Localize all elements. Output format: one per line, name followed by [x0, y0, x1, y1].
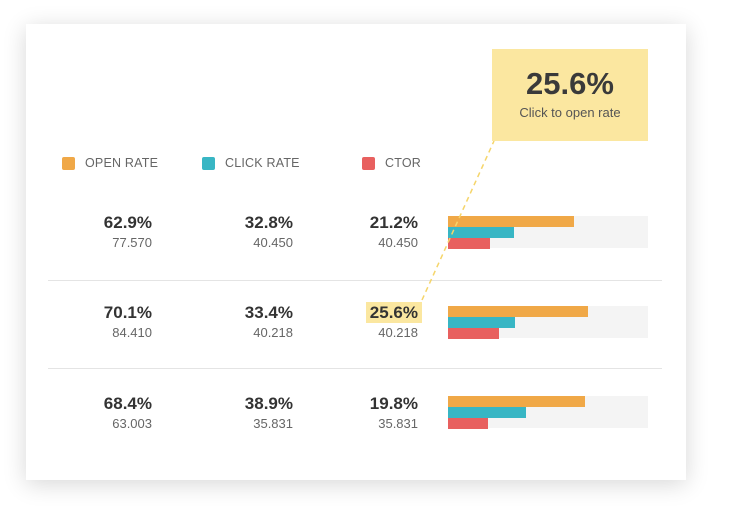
callout-value: 25.6% — [526, 66, 614, 101]
row3-open-rate-bar — [448, 396, 585, 407]
ctor-callout: 25.6% Click to open rate — [492, 49, 648, 141]
legend-click-rate: CLICK RATE — [202, 156, 300, 170]
row1-open-rate-count: 77.570 — [112, 235, 152, 250]
row1-click-rate-count: 40.450 — [253, 235, 293, 250]
row2-click-rate-count: 40.218 — [253, 325, 293, 340]
ctor-swatch — [362, 156, 375, 170]
row3-click-rate-bar — [448, 407, 526, 418]
row2-click-rate-bar — [448, 317, 515, 328]
callout-caption: Click to open rate — [519, 105, 621, 120]
row3-click-rate-count: 35.831 — [253, 416, 293, 431]
row1-open-rate-bar — [448, 216, 574, 227]
row2-open-rate-bar — [448, 306, 589, 317]
legend-ctor-label: CTOR — [385, 156, 421, 170]
row3-click-rate-pct: 38.9% — [244, 394, 293, 413]
row2-click-rate-pct: 33.4% — [244, 303, 293, 322]
legend-open-rate-label: OPEN RATE — [85, 156, 159, 170]
row2-bar-chart — [448, 306, 648, 339]
row-divider — [48, 280, 662, 281]
row3-ctor-pct: 19.8% — [369, 394, 418, 413]
row1-bar-chart — [448, 216, 648, 249]
open-rate-swatch — [62, 156, 75, 170]
row-divider — [48, 368, 662, 369]
click-rate-swatch — [202, 156, 215, 170]
row3-open-rate-pct: 68.4% — [103, 394, 152, 413]
row1-ctor[interactable]: 21.2% 40.450 — [370, 213, 418, 251]
row3-click-rate: 38.9% 35.831 — [245, 394, 293, 432]
row3-open-rate: 68.4% 63.003 — [104, 394, 152, 432]
row1-open-rate-pct: 62.9% — [103, 213, 152, 232]
row2-ctor-count: 40.218 — [378, 325, 418, 340]
row3-ctor-count: 35.831 — [378, 416, 418, 431]
row2-ctor[interactable]: 25.6% 40.218 — [365, 302, 422, 341]
row2-ctor-bar — [448, 328, 500, 339]
legend: OPEN RATE CLICK RATE CTOR — [0, 156, 730, 176]
row2-open-rate-count: 84.410 — [112, 325, 152, 340]
row3-open-rate-count: 63.003 — [112, 416, 152, 431]
row3-ctor[interactable]: 19.8% 35.831 — [370, 394, 418, 432]
row1-click-rate: 32.8% 40.450 — [245, 213, 293, 251]
row3-bar-chart — [448, 396, 648, 429]
row1-open-rate: 62.9% 77.570 — [104, 213, 152, 251]
legend-click-rate-label: CLICK RATE — [225, 156, 300, 170]
row2-open-rate-pct: 70.1% — [103, 303, 152, 322]
legend-ctor: CTOR — [362, 156, 421, 170]
legend-open-rate: OPEN RATE — [62, 156, 158, 170]
row1-click-rate-bar — [448, 227, 514, 238]
row1-ctor-pct: 21.2% — [369, 213, 418, 232]
row2-click-rate: 33.4% 40.218 — [245, 303, 293, 341]
row2-open-rate: 70.1% 84.410 — [104, 303, 152, 341]
row1-ctor-count: 40.450 — [378, 235, 418, 250]
row1-click-rate-pct: 32.8% — [244, 213, 293, 232]
row1-ctor-bar — [448, 238, 491, 249]
row2-ctor-pct-highlighted[interactable]: 25.6% — [365, 302, 422, 323]
row3-ctor-bar — [448, 418, 488, 429]
